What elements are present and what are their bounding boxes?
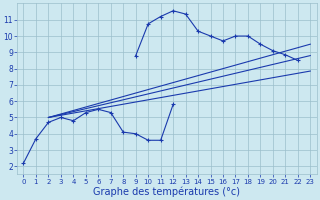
X-axis label: Graphe des températures (°c): Graphe des températures (°c): [93, 186, 240, 197]
